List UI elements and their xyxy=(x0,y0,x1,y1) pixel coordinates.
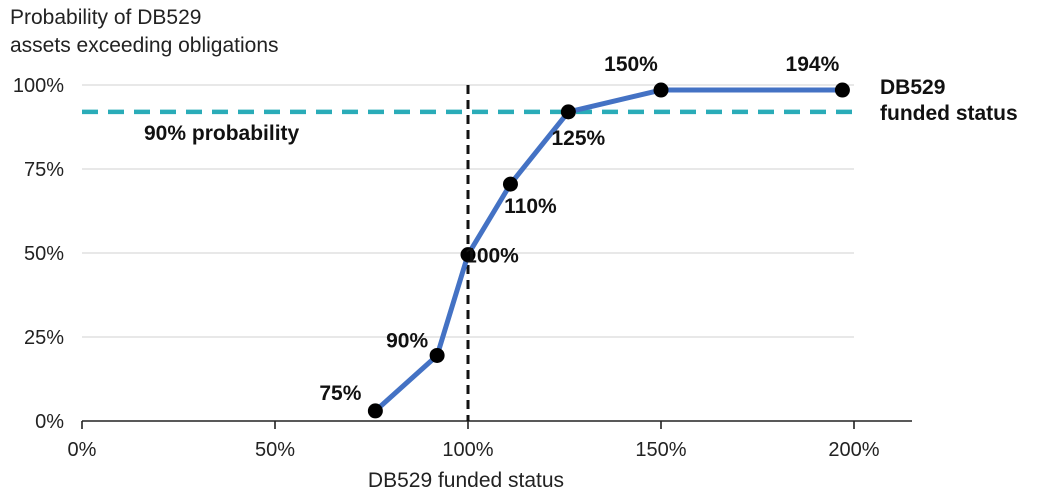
axes: 0% 25% 75% 50% 100% 0% 50% 100% 150% 200% xyxy=(13,75,912,461)
data-label: 100% xyxy=(465,245,519,268)
y-axis-title-line2: assets exceeding obligations xyxy=(10,34,279,57)
y-axis-title-line1: Probability of DB529 xyxy=(10,6,201,29)
data-point xyxy=(653,82,669,98)
y-tick-label: 0% xyxy=(35,411,64,433)
data-point xyxy=(367,403,383,419)
series-line xyxy=(373,87,843,413)
y-tick-label: 100% xyxy=(13,75,64,97)
data-point xyxy=(560,104,576,120)
data-point xyxy=(429,347,445,363)
data-label: 194% xyxy=(786,53,840,76)
x-tick-label: 150% xyxy=(635,439,686,461)
data-label: 90% xyxy=(386,329,428,352)
y-tick-label: 50% xyxy=(24,243,64,265)
x-tick-label: 200% xyxy=(828,439,879,461)
x-tick-label: 100% xyxy=(442,439,493,461)
data-label: 75% xyxy=(319,382,361,405)
data-point xyxy=(460,247,476,263)
y-tick-label: 25% xyxy=(24,327,64,349)
probability-reference-label: 90% probability xyxy=(144,122,300,145)
x-axis-title: DB529 funded status xyxy=(368,469,564,491)
labels-layer: 75% 90% 100% 110% 125% 150% 194% xyxy=(319,53,839,405)
y-tick-label: 75% xyxy=(24,159,64,181)
data-point xyxy=(834,82,850,98)
series-label-line1: DB529 xyxy=(880,76,945,99)
data-label: 125% xyxy=(552,127,606,150)
data-label: 110% xyxy=(504,195,557,218)
x-tick-label: 0% xyxy=(68,439,97,461)
x-tick-label: 50% xyxy=(255,439,295,461)
series-label-line2: funded status xyxy=(880,102,1018,125)
data-label: 150% xyxy=(604,53,658,76)
data-point xyxy=(502,176,518,192)
series-layer xyxy=(367,82,850,419)
